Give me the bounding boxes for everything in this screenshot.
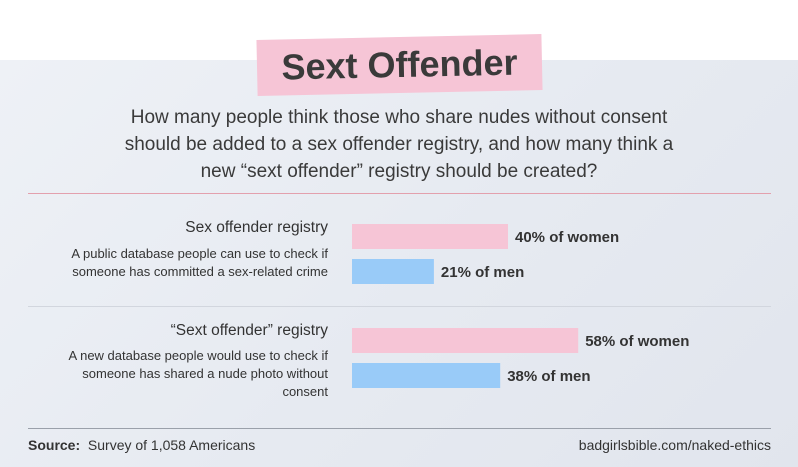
bar-men-2 xyxy=(352,363,501,388)
bar-women-1 xyxy=(352,224,508,249)
source-text: Survey of 1,058 Americans xyxy=(87,437,256,453)
source-url: badgirlsbible.com/naked-ethics xyxy=(578,437,771,453)
data-label-men-1: 21% of men xyxy=(441,264,524,281)
divider-top xyxy=(28,193,771,194)
bar-men-1 xyxy=(352,259,434,284)
data-label-women-1: 40% of women xyxy=(515,229,619,246)
source-label: Source: xyxy=(28,437,81,453)
data-label-women-2: 58% of women xyxy=(585,333,689,350)
group-description-sex-offender-registry: A public database people can use to chec… xyxy=(71,246,328,279)
group-description-sext-offender-registry: A new database people would use to check… xyxy=(68,348,328,399)
group-label-sex-offender-registry: Sex offender registry xyxy=(185,219,328,236)
survey-question: How many people think those who share nu… xyxy=(124,107,674,182)
divider-middle xyxy=(28,306,771,307)
bar-women-2 xyxy=(352,328,579,353)
data-label-men-2: 38% of men xyxy=(507,368,590,385)
divider-bottom xyxy=(28,428,771,429)
group-label-sext-offender-registry: “Sext offender” registry xyxy=(170,322,328,339)
source-note: Source: Survey of 1,058 Americans xyxy=(28,437,255,453)
